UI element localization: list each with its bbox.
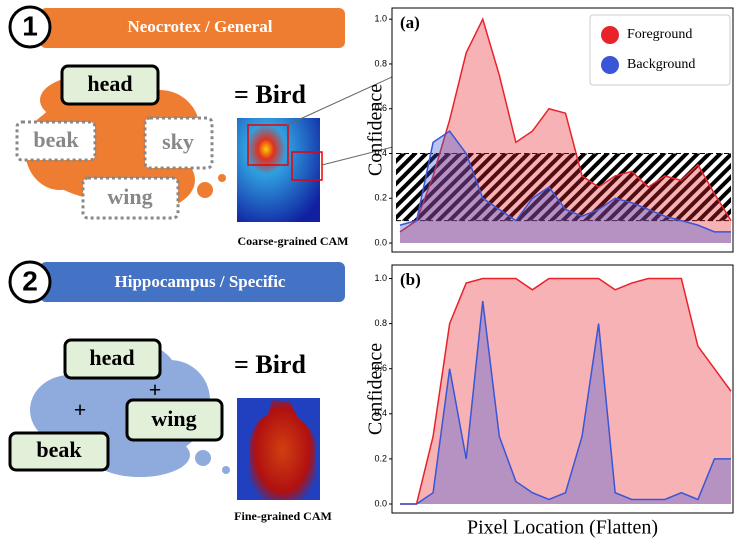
- y-tick-label: 0.4: [374, 148, 387, 158]
- concept-box: [60, 64, 160, 106]
- y-tick-label: 0.6: [374, 103, 387, 113]
- header: [40, 8, 345, 48]
- y-tick-label: 1.0: [374, 14, 387, 24]
- legend-swatch: [601, 56, 619, 74]
- y-tick-label: 0.0: [374, 237, 387, 247]
- x-axis-label: Pixel Location (Flatten): [467, 517, 658, 539]
- y-axis-label: Confidence: [365, 84, 387, 176]
- plot-frame: [391, 264, 734, 514]
- concept: beak: [33, 127, 79, 152]
- area: [400, 301, 731, 504]
- cam-image: [237, 118, 320, 222]
- legend-swatch: [601, 26, 619, 44]
- badge: [8, 5, 52, 49]
- y-tick-label: 1.0: [374, 273, 387, 283]
- legend-label: Foreground: [627, 27, 692, 42]
- line: [400, 277, 732, 505]
- y-tick-label: 0.4: [374, 408, 387, 418]
- line: [399, 17, 732, 233]
- concept: sky: [162, 129, 194, 154]
- result: = Bird: [234, 80, 306, 109]
- y-tick-label: 0.2: [374, 193, 387, 203]
- step-number: 2: [22, 265, 38, 296]
- y-tick-label: 0.0: [374, 498, 387, 508]
- header: [40, 262, 345, 302]
- highlight: [291, 151, 323, 181]
- area: [400, 278, 731, 504]
- charts: 0.0 0.2 0.4 0.6 0.8 1.0 (a) Confidence Foregroun…: [365, 7, 734, 539]
- concept: wing: [151, 406, 196, 431]
- step-title: Hippocampus / Specific: [115, 272, 286, 291]
- line: [399, 130, 731, 233]
- step-number: 1: [22, 10, 38, 41]
- line: [400, 300, 731, 505]
- highlight: [247, 124, 289, 166]
- concept-boxes: [15, 116, 214, 220]
- concept: head: [89, 345, 134, 370]
- concept: head: [87, 71, 132, 96]
- result: = Bird: [234, 350, 306, 379]
- concept-boxes: [8, 338, 224, 472]
- caption: Coarse-grained CAM: [238, 234, 349, 248]
- operator: +: [74, 397, 87, 422]
- concept: beak: [36, 437, 82, 462]
- concept: wing: [107, 184, 152, 209]
- panel-label: (b): [400, 270, 421, 289]
- y-tick-label: 0.6: [374, 363, 387, 373]
- y-axis-label: Confidence: [365, 343, 387, 435]
- badge: [8, 260, 52, 304]
- panel-label: (a): [400, 13, 420, 32]
- legend-label: Background: [627, 57, 695, 72]
- cam-object: [250, 400, 315, 500]
- y-tick-label: 0.8: [374, 318, 387, 328]
- step-title: Neocrotex / General: [127, 17, 272, 36]
- y-tick-label: 0.8: [374, 58, 387, 68]
- operator: +: [149, 377, 162, 402]
- hatched-band: [396, 153, 731, 221]
- caption: Fine-grained CAM: [234, 509, 332, 523]
- area: [400, 131, 731, 244]
- legend-box: [589, 14, 731, 86]
- y-tick-label: 0.2: [374, 453, 387, 463]
